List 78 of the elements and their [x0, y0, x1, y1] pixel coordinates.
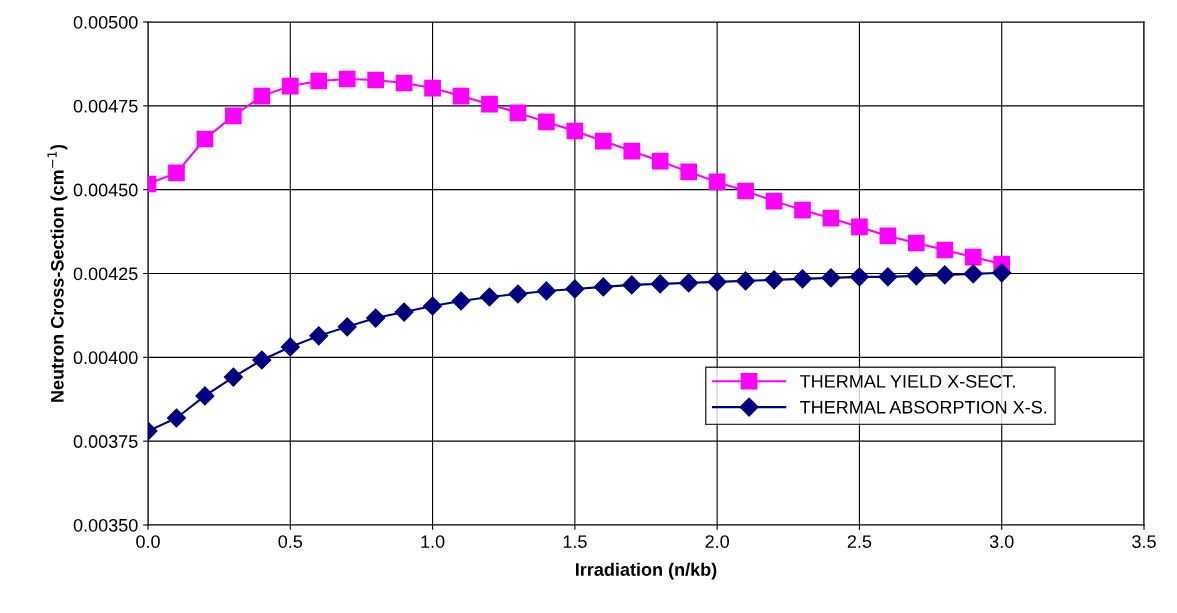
point — [651, 152, 669, 170]
legend-label: THERMAL ABSORPTION X-S. — [800, 400, 1047, 414]
point — [680, 163, 698, 181]
point — [708, 173, 726, 191]
point — [481, 95, 498, 113]
point — [253, 87, 271, 105]
point — [594, 132, 612, 150]
point — [650, 274, 670, 294]
point — [736, 271, 756, 291]
point — [168, 164, 185, 182]
x-tick-label: 1.0 — [421, 535, 445, 548]
x-tick-label: 0.5 — [278, 535, 303, 548]
point — [936, 241, 954, 259]
point — [479, 287, 500, 307]
point — [906, 266, 926, 286]
point — [822, 209, 840, 227]
point — [593, 277, 613, 297]
point — [566, 122, 584, 140]
point — [764, 270, 784, 290]
point — [963, 264, 983, 284]
x-tick-label: 2.5 — [847, 535, 872, 548]
point — [792, 269, 813, 289]
x-tick-label: 2.0 — [705, 535, 729, 548]
point — [679, 273, 699, 293]
point — [395, 74, 413, 92]
point — [878, 267, 898, 287]
point — [195, 386, 215, 406]
y-tick-label: 0.00350 — [73, 518, 138, 532]
point — [821, 268, 841, 288]
point — [508, 284, 528, 304]
point — [623, 142, 641, 160]
point — [622, 275, 642, 295]
point — [935, 265, 955, 285]
point — [851, 218, 868, 236]
point — [252, 350, 272, 370]
legend-label: THERMAL YIELD X-SECT. — [800, 374, 1015, 388]
x-tick-label: 3.5 — [1132, 535, 1156, 548]
point — [765, 192, 783, 210]
y-tick-label: 0.00425 — [73, 267, 138, 281]
point — [166, 408, 186, 428]
point — [281, 77, 299, 95]
y-tick-label: 0.00500 — [73, 15, 138, 29]
point — [538, 113, 555, 131]
point — [366, 308, 386, 328]
point — [737, 182, 754, 200]
point — [310, 72, 328, 90]
x-axis-title: Irradiation (n/kb) — [575, 562, 717, 580]
point — [509, 104, 527, 122]
x-tick-label: 1.5 — [563, 535, 587, 548]
point — [424, 79, 441, 97]
point — [536, 281, 556, 301]
point — [280, 337, 300, 357]
point — [196, 130, 214, 148]
point — [337, 317, 357, 337]
x-tick-label: 3.0 — [989, 535, 1014, 548]
y-tick-label: 0.00400 — [73, 351, 138, 365]
x-tick-label: 0.0 — [136, 535, 160, 548]
point — [849, 267, 869, 287]
point — [452, 87, 470, 105]
point — [794, 201, 811, 219]
point — [367, 71, 384, 89]
point — [964, 248, 982, 266]
point — [992, 263, 1012, 283]
point — [394, 302, 414, 322]
y-tick-label: 0.00375 — [73, 435, 138, 448]
point — [423, 296, 443, 316]
point — [451, 291, 471, 311]
y-axis-title: Neutron Cross-Section (cm$^{−1}$) — [47, 144, 68, 402]
y-tick-label: 0.00450 — [73, 183, 138, 197]
point — [707, 272, 727, 292]
point — [225, 107, 242, 125]
point — [908, 234, 925, 252]
point — [338, 70, 356, 88]
point — [223, 367, 243, 387]
point — [565, 279, 585, 299]
y-tick-label: 0.00475 — [73, 99, 138, 113]
point — [309, 326, 329, 346]
point — [879, 227, 897, 245]
